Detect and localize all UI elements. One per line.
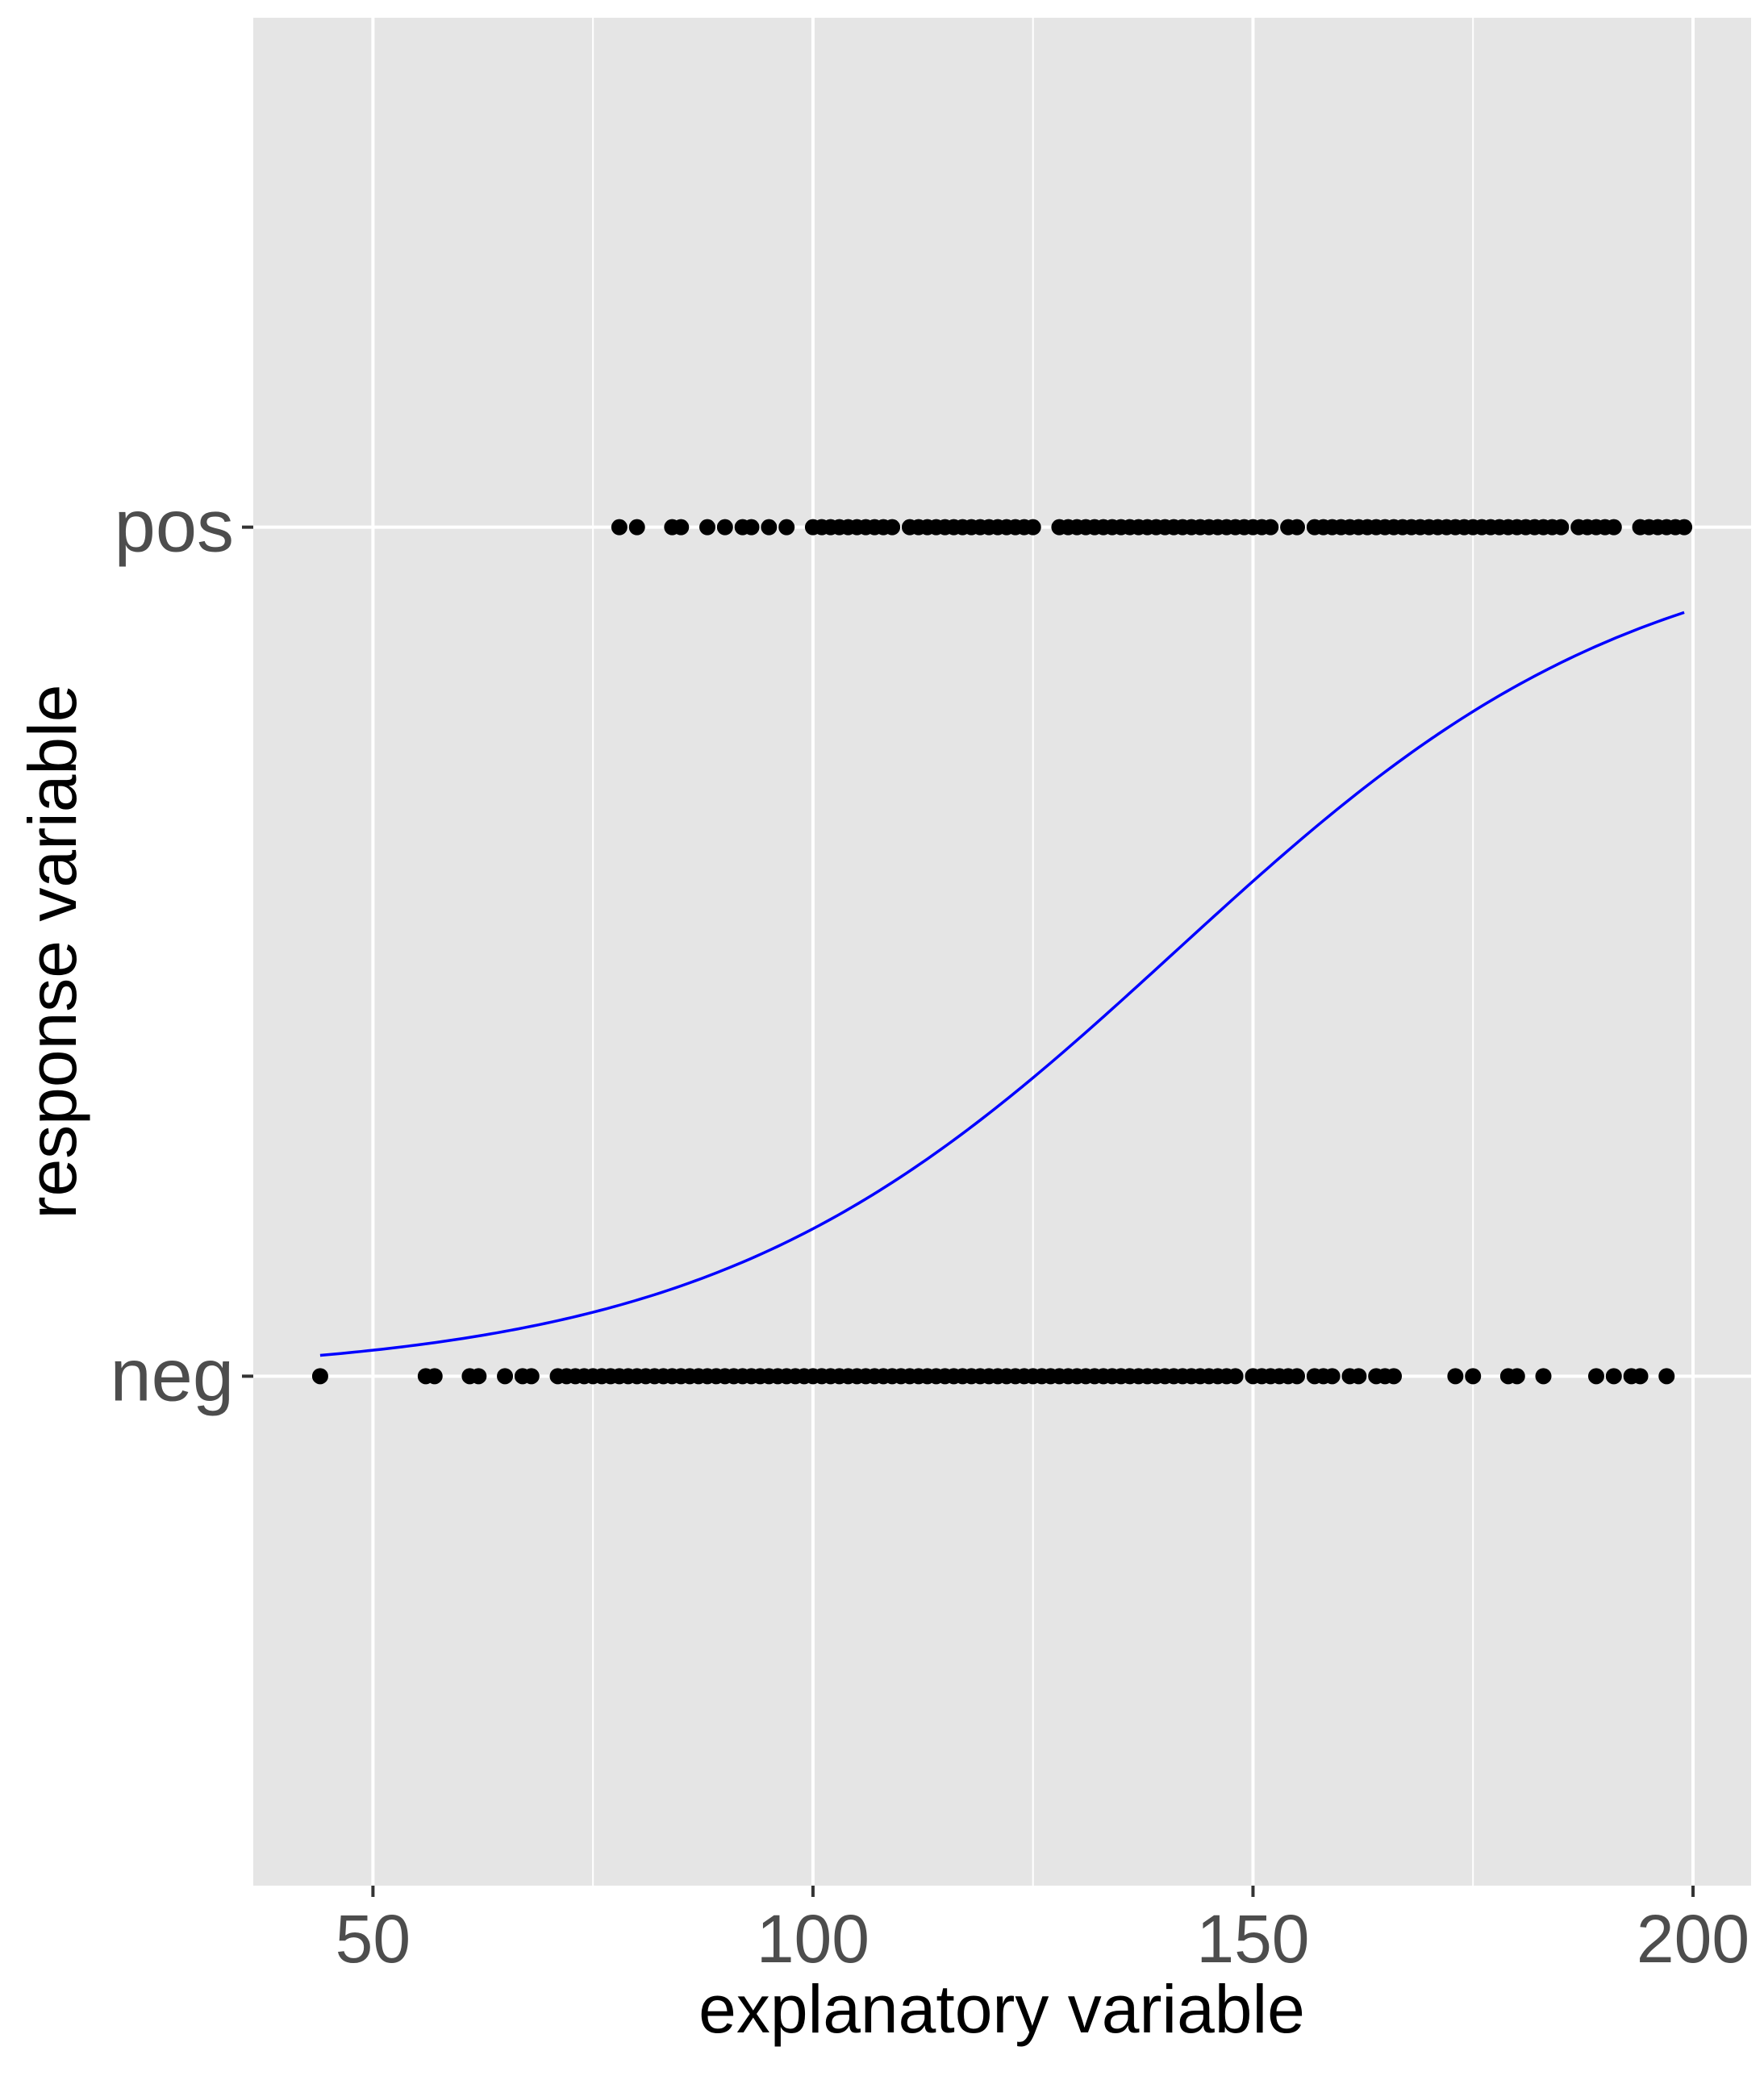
plot-panel <box>253 18 1751 1886</box>
data-point-pos <box>761 519 778 536</box>
data-point-pos <box>611 519 628 536</box>
minor-grid <box>592 18 1474 1886</box>
data-point-pos <box>743 519 760 536</box>
data-point-neg <box>426 1368 443 1385</box>
data-point-pos <box>1262 519 1279 536</box>
data-point-pos <box>628 519 645 536</box>
data-point-neg <box>497 1368 514 1385</box>
data-point-neg <box>1632 1368 1649 1385</box>
data-point-neg <box>311 1368 328 1385</box>
x-tick-label: 200 <box>1637 1901 1749 1977</box>
tick-labels: 50 100 150 200 neg pos <box>111 486 1750 1977</box>
data-point-neg <box>1535 1368 1552 1385</box>
data-point-pos <box>1024 519 1041 536</box>
x-tick-label: 100 <box>757 1901 869 1977</box>
data-point-pos <box>884 519 901 536</box>
data-point-neg <box>1658 1368 1675 1385</box>
data-point-neg <box>1447 1368 1464 1385</box>
data-point-neg <box>1605 1368 1622 1385</box>
data-point-neg <box>1508 1368 1525 1385</box>
data-point-neg <box>1465 1368 1482 1385</box>
y-axis-title: response variable <box>15 684 90 1219</box>
data-point-pos <box>778 519 795 536</box>
data-point-pos <box>1289 519 1306 536</box>
data-point-neg <box>1324 1368 1341 1385</box>
fitted-curve-layer <box>319 611 1685 1357</box>
x-tick-label: 150 <box>1196 1901 1309 1977</box>
x-axis-title: explanatory variable <box>699 1971 1305 2047</box>
fitted-logistic-curve <box>319 611 1685 1357</box>
data-point-neg <box>1386 1368 1403 1385</box>
data-point-pos <box>673 519 690 536</box>
data-point-pos <box>1553 519 1570 536</box>
y-tick-label-neg: neg <box>111 1334 235 1416</box>
data-point-neg <box>1587 1368 1604 1385</box>
data-point-pos <box>716 519 733 536</box>
points-layer <box>311 519 1693 1385</box>
data-point-neg <box>470 1368 487 1385</box>
data-point-neg <box>1227 1368 1244 1385</box>
y-tick-label-pos: pos <box>115 486 234 568</box>
axis-ticks <box>242 525 1695 1897</box>
data-point-neg <box>1289 1368 1306 1385</box>
data-point-pos <box>1605 519 1622 536</box>
data-point-neg <box>523 1368 540 1385</box>
data-point-pos <box>1676 519 1693 536</box>
data-point-neg <box>1350 1368 1367 1385</box>
x-tick-label: 50 <box>336 1901 411 1977</box>
data-point-pos <box>699 519 715 536</box>
